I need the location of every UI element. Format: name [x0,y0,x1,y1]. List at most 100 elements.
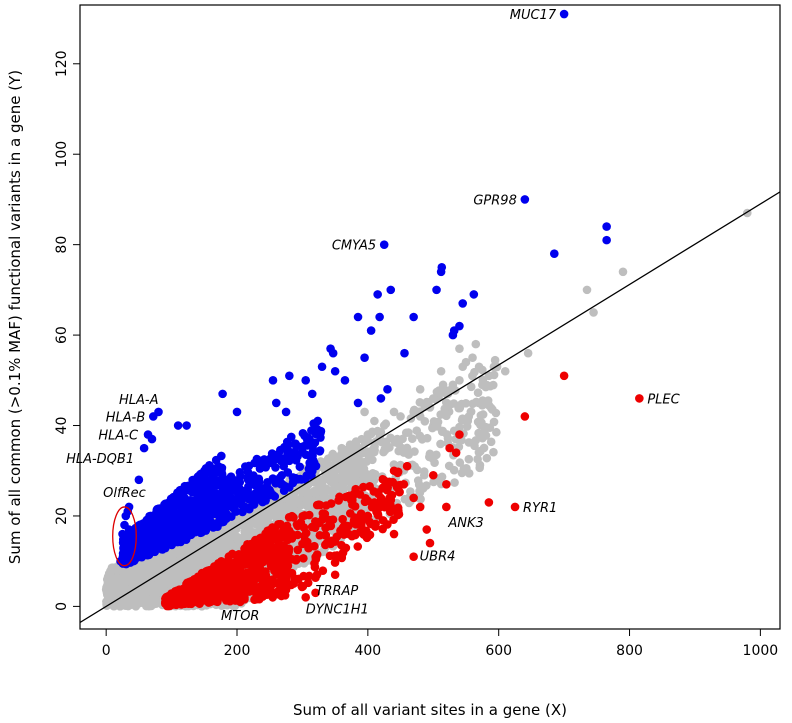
reference-line [80,191,780,624]
above-point [174,512,184,521]
neutral-point [444,461,454,471]
neutral-point [412,426,422,435]
above-point [167,540,177,550]
below-point [248,561,258,571]
above-point [277,479,287,489]
neutral-point [346,469,356,479]
neutral-point [399,448,409,457]
above-point [162,532,171,542]
neutral-point [417,435,427,444]
gene-label: OlfRec [103,486,146,501]
above-point [261,463,270,472]
below-point [409,493,418,503]
above-point [226,485,236,495]
above-point [203,486,213,495]
below-point [268,523,277,532]
neutral-point [437,472,447,482]
below-point [235,574,244,583]
below-point [393,503,403,513]
neutral-point [106,592,116,601]
neutral-point [163,555,173,565]
above-point [133,552,142,562]
above-point [241,462,250,471]
above-point [286,432,296,442]
above-point [366,326,376,335]
neutral-point [233,532,242,542]
above-point [301,475,310,484]
above-point [122,552,132,561]
neutral-point [458,362,468,372]
neutral-point [383,443,392,453]
below-line-points [160,371,644,611]
neutral-point [105,578,114,587]
below-point [171,595,181,605]
neutral-point [262,513,271,523]
above-point [116,556,125,566]
below-point [255,543,265,552]
neutral-point [311,488,320,498]
below-point [337,552,346,561]
above-point [360,353,369,362]
below-point [288,555,298,564]
below-point [376,493,386,503]
x-tick-label: 400 [354,643,381,659]
above-point [219,483,229,492]
above-point [317,362,327,372]
above-point [201,464,211,473]
below-point [188,596,197,606]
below-point [321,531,331,540]
above-point [283,441,292,451]
below-point [353,542,363,551]
below-point [251,535,260,545]
above-point [217,451,226,461]
y-tick-label: 100 [54,141,70,168]
x-tick-label: 1000 [743,643,779,659]
neutral-point [428,394,438,403]
below-point [264,555,274,565]
neutral-point [337,443,346,453]
neutral-point [482,453,492,463]
below-point [202,569,212,578]
neutral-point [470,441,479,451]
below-point [224,552,234,561]
above-point [221,513,231,523]
above-point [144,540,154,550]
neutral-point [589,308,598,317]
above-point [152,508,161,517]
below-point [371,519,380,529]
below-point [275,578,284,588]
neutral-point [415,385,425,394]
neutral-point [102,599,111,609]
above-point [182,421,191,430]
below-point [324,515,334,525]
neutral-point [431,418,440,427]
above-point [255,490,264,499]
below-point [350,529,360,539]
above-point [202,522,211,531]
above-point [315,447,325,456]
above-point [197,502,206,512]
neutral-point [473,388,483,397]
gene-label: HLA-DQB1 [66,452,134,467]
below-point [206,576,216,585]
below-point [362,533,372,543]
below-point [402,461,412,471]
neutral-point [486,437,496,447]
neutral-point [442,411,451,421]
below-point [297,582,307,592]
y-axis-title: Sum of all common (>0.1% MAF) functional… [6,70,24,564]
below-point [442,480,451,489]
below-point [338,514,347,524]
below-point [378,524,387,534]
below-point [287,568,297,578]
below-point [326,499,336,508]
neutral-point [478,380,487,390]
below-point [311,554,321,564]
below-point [359,482,368,492]
gene-label: ANK3 [447,516,483,531]
below-point [195,577,205,586]
above-point [383,385,392,394]
above-point [197,486,207,496]
below-point [312,570,322,579]
above-point [353,398,363,408]
